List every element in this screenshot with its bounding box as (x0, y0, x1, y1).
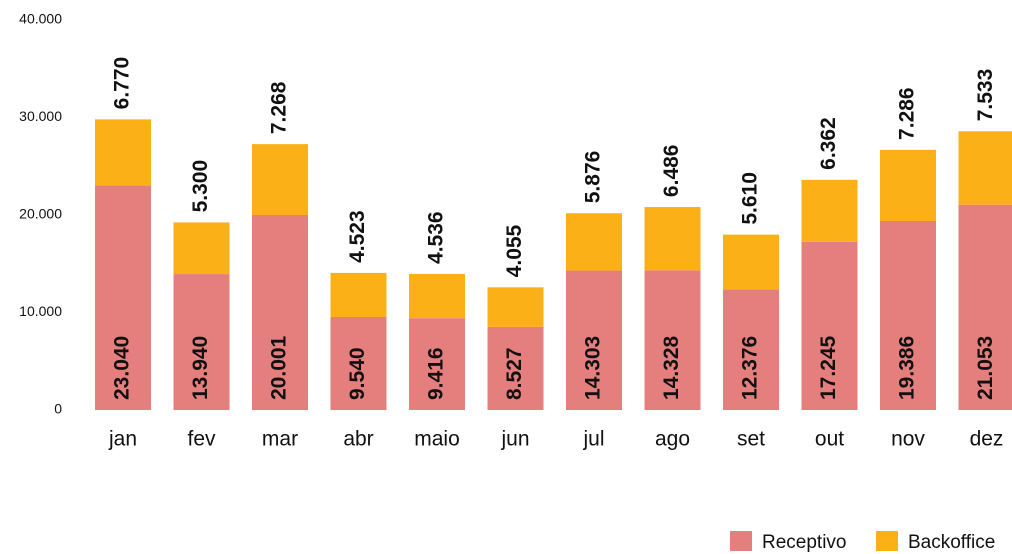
value-label: 17.245 (817, 335, 840, 400)
value-label: 7.268 (268, 81, 291, 134)
value-label: 14.328 (660, 335, 683, 400)
x-tick-label: dez (970, 428, 1004, 451)
bar-segment (173, 274, 230, 410)
legend-label: Backoffice (908, 532, 995, 553)
x-tick-label: abr (343, 428, 373, 451)
value-label: 13.940 (189, 336, 212, 400)
bar-segment (644, 207, 701, 271)
bar-segment (330, 272, 387, 317)
bar-segment (409, 273, 465, 319)
x-tick-label: nov (891, 428, 925, 451)
x-tick-label: mar (262, 428, 298, 451)
value-label: 5.300 (189, 160, 212, 213)
x-tick-label: jun (500, 428, 529, 451)
bar-segment (723, 234, 779, 290)
x-tick-label: fev (187, 428, 216, 451)
legend-swatch (730, 531, 752, 551)
value-label: 6.486 (660, 145, 683, 198)
bar-segment (487, 326, 544, 410)
value-label: 6.362 (817, 117, 840, 170)
y-tick-label: 30.000 (19, 108, 62, 124)
bar-segment (566, 213, 622, 271)
value-label: 20.001 (268, 335, 291, 400)
bar-segment (330, 316, 387, 410)
legend-swatch (876, 531, 898, 551)
bar-segment (95, 119, 151, 186)
bar-segment (880, 220, 936, 410)
value-label: 21.053 (974, 336, 997, 400)
value-label: 7.533 (974, 69, 997, 122)
x-tick-label: ago (655, 428, 690, 451)
value-label: 7.286 (896, 87, 919, 140)
value-label: 23.040 (111, 336, 134, 400)
value-label: 8.527 (503, 347, 526, 400)
bar-segment (95, 185, 151, 410)
bar-segment (801, 241, 858, 410)
x-tick-label: jan (108, 428, 137, 451)
bar-segment (252, 214, 308, 410)
bar-segment (880, 149, 936, 221)
bar-segment (958, 204, 1012, 410)
value-label: 14.303 (582, 336, 605, 400)
bar-segment (252, 144, 308, 215)
bar-segment (409, 318, 465, 410)
y-tick-label: 40.000 (19, 11, 62, 27)
x-tick-label: jul (582, 428, 604, 451)
value-label: 9.540 (346, 347, 369, 400)
y-tick-label: 10.000 (19, 303, 62, 319)
bar-segment (723, 289, 779, 410)
x-tick-label: set (737, 428, 765, 451)
value-label: 4.055 (503, 224, 526, 277)
value-label: 12.376 (739, 336, 762, 400)
value-label: 5.610 (739, 172, 762, 225)
x-tick-label: maio (414, 428, 460, 451)
bar-segment (801, 179, 858, 242)
bar-segment (958, 131, 1012, 205)
value-label: 6.770 (111, 57, 134, 110)
value-label: 4.523 (346, 210, 369, 263)
y-tick-label: 0 (54, 401, 62, 417)
y-tick-label: 20.000 (19, 206, 62, 222)
bar-segment (487, 287, 544, 327)
value-label: 4.536 (425, 211, 448, 264)
legend-label: Receptivo (762, 532, 847, 553)
value-label: 5.876 (582, 151, 605, 204)
x-tick-label: out (815, 428, 844, 451)
value-label: 9.416 (425, 347, 448, 400)
value-label: 19.386 (896, 336, 919, 400)
bar-segment (644, 270, 701, 410)
bar-segment (566, 270, 622, 410)
bar-segment (173, 222, 230, 275)
